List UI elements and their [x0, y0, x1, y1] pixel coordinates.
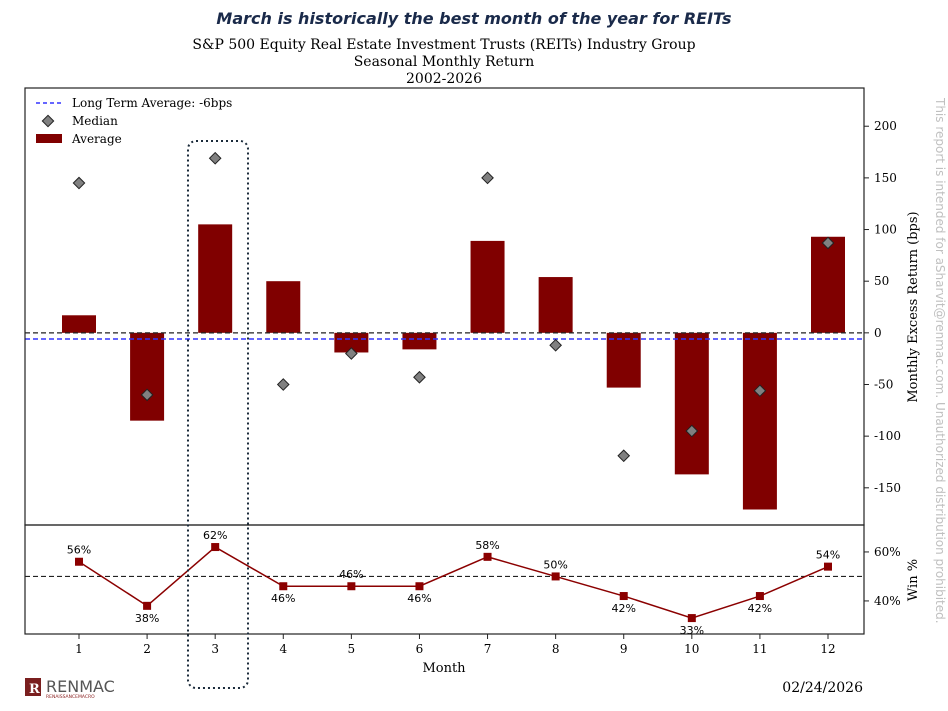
average-bar	[402, 332, 437, 350]
win-rate-marker	[483, 552, 492, 561]
median-marker	[617, 449, 631, 463]
lower-frame	[24, 524, 865, 635]
win-rate-marker	[211, 543, 220, 552]
win-rate-label: 46%	[339, 568, 363, 581]
svg-text:R: R	[29, 682, 40, 697]
win-rate-label: 38%	[135, 612, 159, 625]
x-tick-label: 6	[416, 642, 424, 656]
win-y-tick-label: 40%	[874, 594, 901, 608]
legend-median-swatch	[41, 114, 55, 128]
win-y-tick-label: 60%	[874, 545, 901, 559]
legend-average-label: Average	[71, 132, 122, 146]
x-tick-label: 8	[552, 642, 560, 656]
win-rate-marker	[755, 592, 764, 601]
x-tick-label: 3	[211, 642, 219, 656]
logo-mark	[25, 678, 41, 696]
win-rate-marker	[75, 557, 83, 566]
march-highlight-box	[187, 140, 249, 689]
average-bar	[811, 236, 845, 333]
median-marker	[344, 347, 358, 360]
logo-tagline: RENAISSANCEMACRO	[46, 694, 95, 700]
y-tick-label: 100	[874, 223, 897, 237]
median-marker	[685, 424, 699, 438]
median-marker	[413, 370, 426, 384]
win-rate-label: 46%	[407, 592, 431, 605]
median-marker	[140, 388, 154, 402]
renmac-logo: R RENMAC RENAISSANCEMACRO	[25, 677, 115, 700]
win-rate-marker	[143, 601, 152, 610]
logo-name: RENMAC	[46, 677, 115, 696]
lower-panel: 56%38%62%46%46%46%58%50%42%33%42%54% 60%4…	[25, 529, 901, 656]
chart-title: S&P 500 Equity Real Estate Investment Tr…	[192, 37, 695, 53]
watermark: This report is intended for aSharvit@ren…	[933, 97, 947, 624]
x-tick-label: 4	[279, 642, 287, 656]
legend-median-label: Median	[72, 114, 118, 128]
y-tick-label: 150	[874, 171, 897, 185]
upper-frame	[24, 87, 865, 526]
median-marker	[276, 378, 290, 391]
median-marker	[72, 176, 86, 190]
average-bar	[62, 315, 96, 333]
win-rate-label: 56%	[67, 544, 91, 557]
win-rate-label: 42%	[748, 602, 772, 615]
x-axis-label: Month	[422, 661, 466, 676]
median-marker	[549, 338, 563, 352]
win-rate-label: 58%	[475, 539, 499, 552]
win-rate-marker	[551, 572, 560, 581]
legend: Long Term Average: -6bps Median Average	[36, 96, 232, 146]
win-rate-label: 54%	[816, 549, 840, 562]
win-axis-label: Win %	[906, 559, 921, 601]
legend-average-swatch	[36, 134, 62, 143]
average-bar	[674, 332, 709, 475]
x-tick-label: 7	[484, 642, 492, 656]
median-marker	[821, 236, 835, 250]
win-rate-marker	[347, 582, 356, 591]
x-tick-label: 12	[820, 642, 835, 656]
win-rate-marker	[619, 592, 628, 601]
y-tick-label: -100	[874, 429, 901, 443]
y-tick-label: -50	[874, 377, 893, 391]
x-tick-label: 9	[620, 642, 628, 656]
chart-period: 2002-2026	[406, 71, 482, 87]
upper-panel: 200 150 100 50 0 -50 -100 -150	[25, 119, 901, 510]
x-tick-label: 1	[75, 642, 83, 656]
win-rate-label: 50%	[543, 558, 567, 571]
average-bar	[606, 332, 641, 388]
win-rate-marker	[279, 582, 288, 591]
win-rate-label: 62%	[203, 529, 227, 542]
median-marker	[753, 384, 767, 398]
x-tick-label: 11	[752, 642, 767, 656]
chart-subtitle: Seasonal Monthly Return	[354, 54, 535, 70]
average-bar	[334, 332, 369, 353]
y-tick-label: 200	[874, 119, 897, 133]
headline: March is historically the best month of …	[216, 9, 731, 28]
average-bar	[130, 332, 165, 421]
win-rate-marker	[687, 614, 696, 623]
median-marker	[481, 171, 494, 185]
win-rate-marker	[824, 562, 832, 571]
average-bar	[742, 332, 777, 510]
x-tick-label: 10	[684, 642, 699, 656]
average-bar	[538, 277, 573, 333]
win-rate-label: 46%	[271, 592, 295, 605]
x-tick-label: 5	[348, 642, 356, 656]
average-bar	[266, 281, 301, 333]
average-bar	[470, 240, 505, 333]
y-tick-label: 0	[874, 326, 882, 340]
median-marker	[208, 151, 222, 165]
legend-lta-label: Long Term Average: -6bps	[72, 96, 232, 110]
win-rate-label: 42%	[612, 602, 636, 615]
y-tick-label: 50	[874, 274, 889, 288]
y-axis-label: Monthly Excess Return (bps)	[906, 211, 921, 402]
average-bar	[198, 224, 233, 333]
win-rate-line	[78, 546, 829, 619]
y-tick-label: -150	[874, 481, 901, 495]
x-tick-label: 2	[143, 642, 151, 656]
report-date: 02/24/2026	[782, 680, 863, 696]
win-rate-marker	[415, 582, 424, 591]
